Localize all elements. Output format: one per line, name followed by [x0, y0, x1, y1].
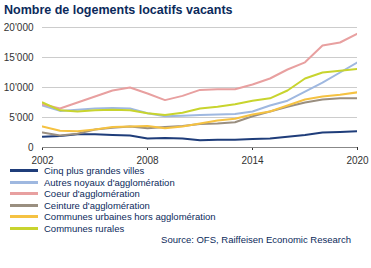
html-text:Cinq plus grandes villes: Cinq plus grandes villes — [44, 165, 145, 177]
svg-text:2014: 2014 — [241, 155, 264, 165]
html-text:Nombre de logements locatifs v: Nombre de logements locatifs vacants — [4, 3, 233, 17]
svg-text:2020: 2020 — [346, 155, 369, 165]
html-text:Ceinture d'agglomération: Ceinture d'agglomération — [44, 199, 150, 211]
svg-text:5'000: 5'000 — [9, 112, 34, 123]
svg-text:2008: 2008 — [136, 155, 159, 165]
svg-text:20'000: 20'000 — [4, 22, 34, 33]
html-text:Source: OFS, Raiffeisen Econom: Source: OFS, Raiffeisen Economic Researc… — [161, 234, 351, 245]
svg-text:0: 0 — [28, 142, 34, 153]
html-text:Autres noyaux d'agglomération: Autres noyaux d'agglomération — [44, 176, 175, 188]
html-text:Coeur d'agglomération: Coeur d'agglomération — [44, 188, 140, 200]
svg-text:15'000: 15'000 — [4, 52, 34, 63]
html-text:Communes urbaines hors agglomé: Communes urbaines hors agglomération — [44, 211, 216, 223]
html-text:Communes rurales: Communes rurales — [44, 222, 125, 234]
svg-text:10'000: 10'000 — [4, 82, 34, 93]
svg-text:2002: 2002 — [31, 155, 54, 165]
